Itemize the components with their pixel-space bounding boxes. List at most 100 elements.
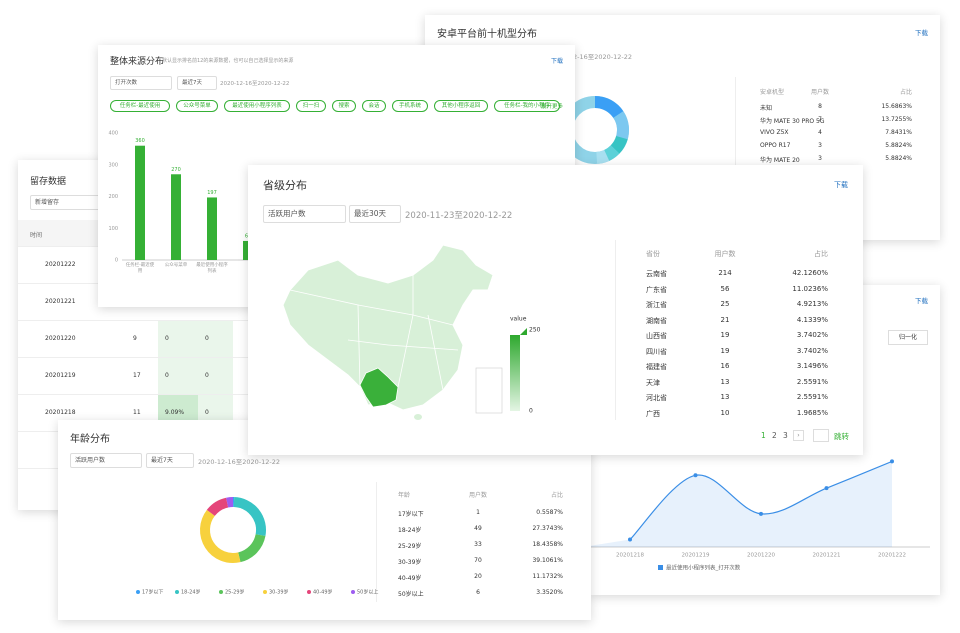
download[interactable]: 下载 <box>550 58 563 65</box>
legend-label: 40-49岁 <box>313 589 333 596</box>
legend-dot <box>175 590 179 594</box>
table-cell: 3 <box>818 142 822 149</box>
filter-tag[interactable]: 其他小程序返回 <box>434 100 488 112</box>
page-number[interactable]: 1 <box>761 431 766 440</box>
filter-tag[interactable]: 公众号菜单 <box>176 100 218 112</box>
table-cell: 20201220 <box>45 335 76 342</box>
expand-more[interactable]: 展开更多 <box>540 104 563 110</box>
table-cell: 17 <box>133 372 141 379</box>
map-border <box>347 339 389 346</box>
x-tick-label: 公众号菜单 <box>164 263 188 268</box>
y-tick-label: 300 <box>108 162 118 168</box>
download[interactable]: 下载 <box>915 297 928 305</box>
row-line <box>18 320 318 321</box>
subtitle: 默认显示排名前12的来源数据，也可以自己选择显示的来源 <box>162 58 294 64</box>
table-cell: 4 <box>818 129 822 136</box>
legend-label: 18-24岁 <box>181 589 201 596</box>
table-cell: 浙江省 <box>646 301 667 309</box>
table-cell: 福建省 <box>646 363 667 371</box>
select[interactable]: 活跃用户数 <box>263 205 346 223</box>
table-cell: 4.9213% <box>796 300 828 308</box>
x-tick-label: 最近使用小程序列表 <box>196 263 228 274</box>
row-line <box>18 394 318 395</box>
date-range: 2020-12-16至2020-12-22 <box>550 53 633 61</box>
cell-bg <box>158 358 198 394</box>
card-title: 整体来源分布 <box>110 57 165 67</box>
table-cell: 安卓机型 <box>760 89 785 96</box>
table-cell: 1 <box>476 509 480 516</box>
legend-label: 17岁以下 <box>142 589 163 596</box>
graphic: 20201218 20201219 20201220 20201221 20201222… <box>590 459 930 572</box>
table-cell: 省份 <box>646 250 660 258</box>
legend-label: 25-29岁 <box>225 589 245 596</box>
bar <box>207 197 217 260</box>
table-cell: 5.8824% <box>885 142 912 149</box>
table-cell: 17岁以下 <box>398 511 424 518</box>
select[interactable]: 活跃用户数 <box>70 453 142 468</box>
jump-button[interactable]: 跳转 <box>834 432 849 441</box>
normalize-button[interactable]: 归一化 <box>888 330 928 345</box>
x-tick-label: 20201220 <box>747 553 775 559</box>
table-cell: 0 <box>165 372 169 379</box>
filter-tag[interactable]: 最近使用小程序列表 <box>224 100 290 112</box>
y-tick-label: 100 <box>108 226 118 232</box>
map-island <box>414 414 422 420</box>
table-cell: 8 <box>818 103 822 110</box>
table-cell: 0.5587% <box>536 509 563 516</box>
select[interactable]: 最近7天 <box>146 453 194 468</box>
table-cell: 未知 <box>760 105 773 112</box>
table-cell: 9 <box>133 335 137 342</box>
select[interactable]: 打开次数 <box>110 76 172 90</box>
x-tick-label: 20201221 <box>813 553 841 559</box>
table-cell: 7.8431% <box>885 129 912 136</box>
download[interactable]: 下载 <box>915 29 928 37</box>
divider <box>615 240 616 420</box>
province-card: 省级分布 下载 活跃用户数 最近30天 2020-11-23至2020-12-22 val… <box>248 165 863 455</box>
page-number[interactable]: 3 <box>783 431 788 440</box>
legend-dot <box>351 590 355 594</box>
table-cell: 占比 <box>814 250 828 258</box>
table-cell: 16 <box>720 362 730 370</box>
donut-segment <box>596 149 610 164</box>
date-range: 2020-12-16至2020-12-22 <box>220 81 290 87</box>
select[interactable]: 最近7天 <box>177 76 217 90</box>
filter-tag[interactable]: 扫一扫 <box>296 100 326 112</box>
legend-label: 50岁以上 <box>357 589 378 596</box>
filter-tag[interactable]: 搜索 <box>332 100 356 112</box>
line-point <box>890 459 894 464</box>
filter-tag[interactable]: 手机系统 <box>392 100 428 112</box>
table-cell: 1.9685% <box>796 408 828 417</box>
x-tick-label: 20201218 <box>616 553 644 559</box>
select[interactable]: 最近30天 <box>349 205 401 223</box>
bar <box>171 174 181 260</box>
table-cell: 四川省 <box>646 347 667 356</box>
download[interactable]: 下载 <box>834 181 848 189</box>
table-cell: 42.1260% <box>792 269 828 277</box>
table-cell: 19 <box>720 331 730 339</box>
map-border <box>397 275 414 388</box>
table-cell: 2.5591% <box>796 393 828 401</box>
table-cell: 山西省 <box>646 332 667 340</box>
next-page[interactable]: › <box>793 430 804 441</box>
table-cell: 3 <box>818 155 822 162</box>
donut-segment <box>603 145 620 161</box>
page-input[interactable] <box>813 429 829 442</box>
row-line <box>18 357 318 358</box>
divider <box>376 482 377 602</box>
table-cell: 华为 MATE 30 PRO 5G <box>760 118 825 125</box>
table-cell: 13 <box>720 393 730 401</box>
graphic: 17岁以下 18-24岁 25-29岁 30-39岁 40-49岁 50岁以上 <box>136 497 378 596</box>
x-tick-label: 20201222 <box>878 553 906 559</box>
table-cell: 20201218 <box>45 409 76 416</box>
page-number[interactable]: 2 <box>772 431 777 440</box>
table-cell: 15.6863% <box>881 103 912 110</box>
table-cell: 云南省 <box>646 270 667 278</box>
table-cell: 华为 MATE 20 <box>760 157 800 164</box>
line-point <box>628 537 632 542</box>
filter-tag[interactable]: 任务栏-我的小程序 <box>494 100 560 112</box>
filter-tag[interactable]: 任务栏-最近使用 <box>110 100 170 112</box>
table-cell: 7 <box>818 116 822 123</box>
table-cell: 70 <box>474 557 482 564</box>
legend-dot <box>136 590 140 594</box>
filter-tag[interactable]: 会话 <box>362 100 386 112</box>
